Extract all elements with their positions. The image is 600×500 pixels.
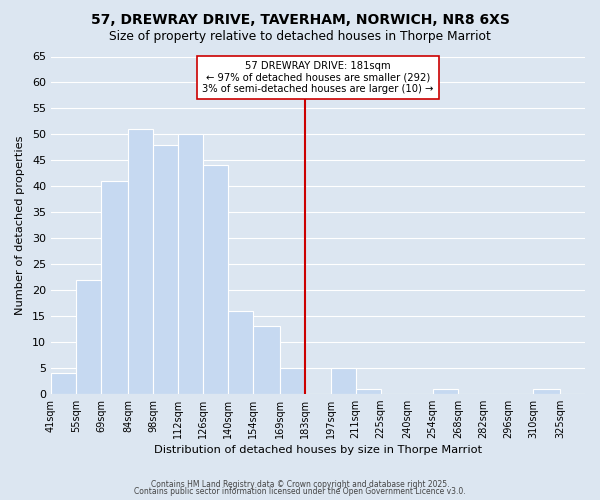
- Bar: [433, 388, 458, 394]
- Bar: [203, 166, 229, 394]
- Bar: [533, 388, 560, 394]
- Y-axis label: Number of detached properties: Number of detached properties: [15, 136, 25, 315]
- Bar: [280, 368, 305, 394]
- X-axis label: Distribution of detached houses by size in Thorpe Marriot: Distribution of detached houses by size …: [154, 445, 482, 455]
- Bar: [178, 134, 203, 394]
- Text: 57, DREWRAY DRIVE, TAVERHAM, NORWICH, NR8 6XS: 57, DREWRAY DRIVE, TAVERHAM, NORWICH, NR…: [91, 12, 509, 26]
- Bar: [331, 368, 356, 394]
- Bar: [229, 310, 253, 394]
- Text: 57 DREWRAY DRIVE: 181sqm
← 97% of detached houses are smaller (292)
3% of semi-d: 57 DREWRAY DRIVE: 181sqm ← 97% of detach…: [202, 60, 434, 94]
- Bar: [356, 388, 380, 394]
- Bar: [51, 373, 76, 394]
- Text: Contains public sector information licensed under the Open Government Licence v3: Contains public sector information licen…: [134, 488, 466, 496]
- Bar: [153, 144, 178, 394]
- Bar: [76, 280, 101, 394]
- Bar: [101, 181, 128, 394]
- Text: Size of property relative to detached houses in Thorpe Marriot: Size of property relative to detached ho…: [109, 30, 491, 43]
- Bar: [253, 326, 280, 394]
- Text: Contains HM Land Registry data © Crown copyright and database right 2025.: Contains HM Land Registry data © Crown c…: [151, 480, 449, 489]
- Bar: [128, 129, 153, 394]
